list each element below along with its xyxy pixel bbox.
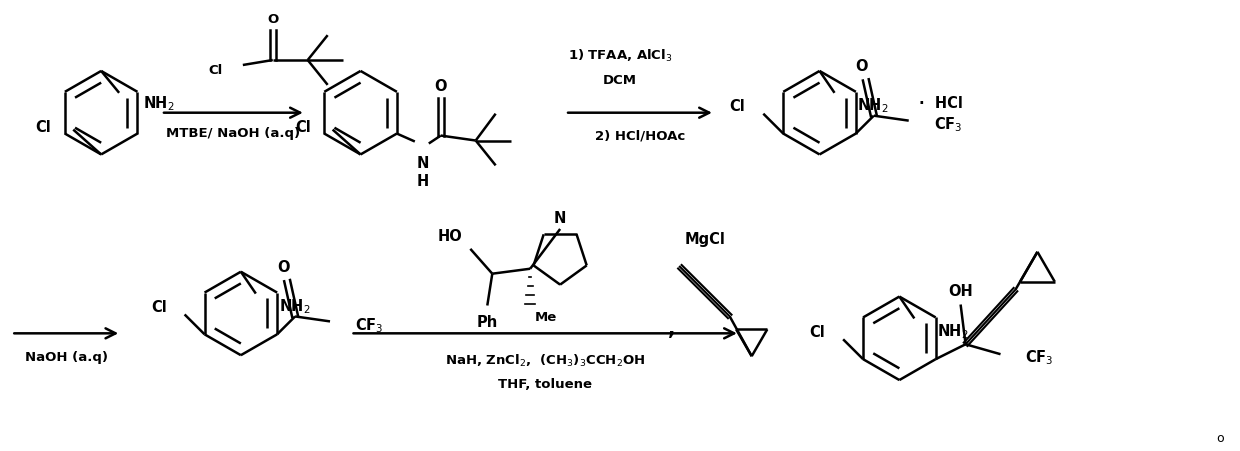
Text: ·  HCl: · HCl: [919, 96, 963, 111]
Text: MgCl: MgCl: [684, 232, 725, 247]
Text: Cl: Cl: [810, 324, 825, 339]
Text: NH$_2$: NH$_2$: [143, 94, 175, 113]
Text: NH$_2$: NH$_2$: [858, 96, 889, 115]
Text: Cl: Cl: [208, 64, 223, 77]
Text: N
H: N H: [417, 156, 429, 189]
Text: NH$_2$: NH$_2$: [279, 296, 310, 315]
Text: Cl: Cl: [295, 120, 311, 135]
Text: THF, toluene: THF, toluene: [498, 377, 593, 390]
Text: 2) HCl/HOAc: 2) HCl/HOAc: [595, 129, 684, 142]
Text: o: o: [1216, 431, 1224, 444]
Text: O: O: [434, 79, 448, 94]
Text: CF$_3$: CF$_3$: [1025, 347, 1054, 366]
Text: NaH, ZnCl$_2$,  (CH$_3$)$_3$CCH$_2$OH: NaH, ZnCl$_2$, (CH$_3$)$_3$CCH$_2$OH: [445, 352, 645, 368]
Text: HO: HO: [438, 229, 463, 244]
Text: O: O: [267, 13, 279, 26]
Text: Cl: Cl: [151, 299, 166, 314]
Text: Ph: Ph: [476, 314, 498, 329]
Text: N: N: [554, 210, 567, 225]
Text: CF$_3$: CF$_3$: [934, 115, 962, 133]
Text: Cl: Cl: [36, 120, 51, 135]
Text: CF$_3$: CF$_3$: [355, 315, 383, 334]
Text: Me: Me: [536, 310, 558, 323]
Text: Cl: Cl: [729, 99, 745, 114]
Text: MTBE/ NaOH (a.q): MTBE/ NaOH (a.q): [166, 127, 300, 140]
Text: O: O: [856, 60, 868, 74]
Text: O: O: [277, 260, 289, 275]
Text: 1) TFAA, AlCl$_3$: 1) TFAA, AlCl$_3$: [568, 48, 672, 64]
Text: DCM: DCM: [603, 74, 637, 87]
Text: NaOH (a.q): NaOH (a.q): [25, 350, 108, 363]
Text: OH: OH: [949, 284, 973, 299]
Text: NH$_2$: NH$_2$: [937, 321, 968, 340]
Text: ,: ,: [668, 319, 676, 338]
